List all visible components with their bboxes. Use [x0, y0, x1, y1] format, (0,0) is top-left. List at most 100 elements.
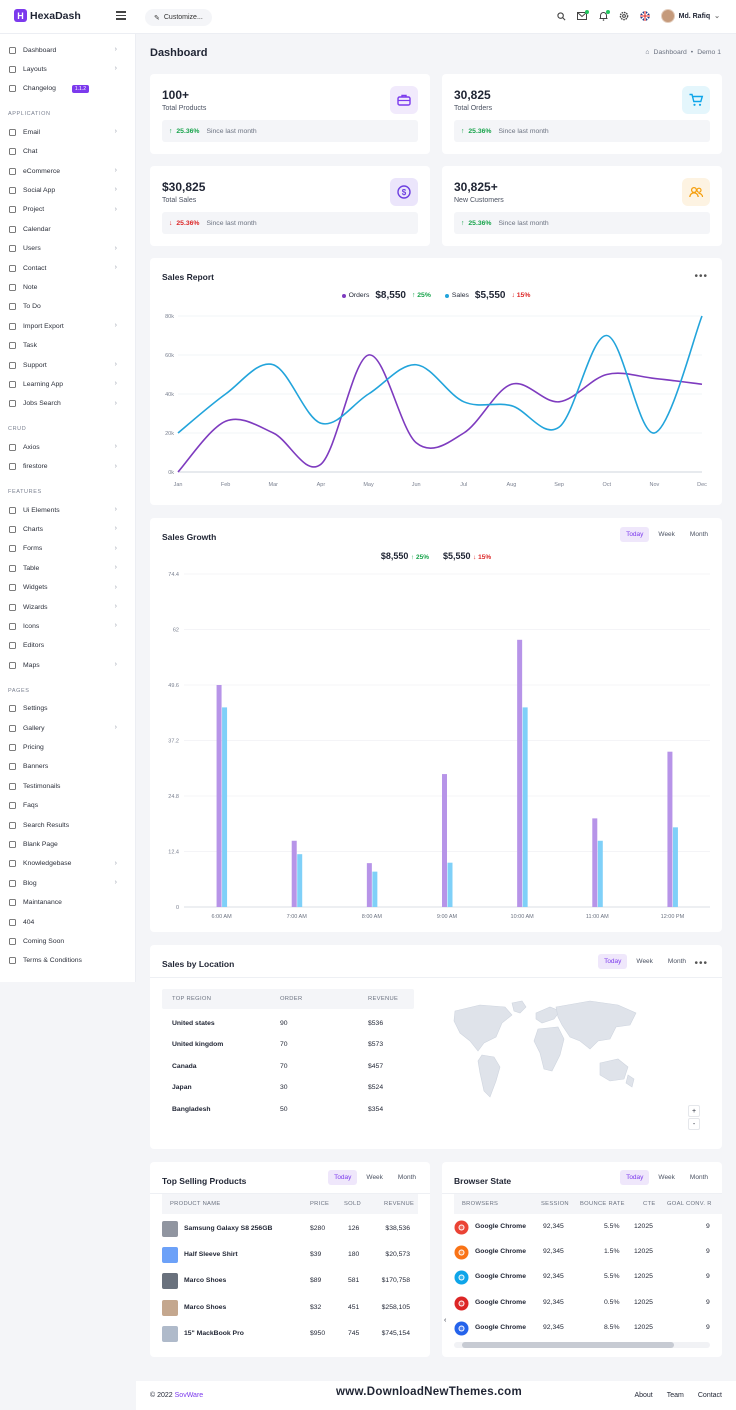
table-row[interactable]: Japan 30 $524	[162, 1081, 414, 1099]
sidebar-item-changelog[interactable]: Changelog 1.1.2	[0, 82, 136, 96]
sidebar-item-blog[interactable]: Blog ›	[0, 876, 136, 890]
sidebar-item-calendar[interactable]: Calendar	[0, 222, 136, 236]
tab-month[interactable]: Month	[397, 1174, 416, 1181]
sidebar-item-404[interactable]: 404	[0, 915, 136, 929]
sidebar-item-support[interactable]: Support ›	[0, 358, 136, 372]
sidebar-item-terms-conditions[interactable]: Terms & Conditions	[0, 954, 136, 968]
sidebar-item-charts[interactable]: Charts ›	[0, 522, 136, 536]
sidebar-item-label: Editors	[23, 642, 45, 650]
zoom-in-button[interactable]: +	[688, 1105, 700, 1117]
sidebar-item-banners[interactable]: Banners	[0, 760, 136, 774]
sidebar-item-settings[interactable]: Settings	[0, 702, 136, 716]
tab-today[interactable]: Today	[598, 954, 628, 969]
sidebar-item-maps[interactable]: Maps ›	[0, 658, 136, 672]
sidebar-item-widgets[interactable]: Widgets ›	[0, 581, 136, 595]
sidebar-item-ui-elements[interactable]: Ui Elements ›	[0, 503, 136, 517]
sidebar-item-to-do[interactable]: To Do	[0, 300, 136, 314]
table-row[interactable]: Google Chrome 92,345 0.5% 12025 9	[454, 1295, 722, 1313]
tab-month[interactable]: Month	[689, 1174, 708, 1181]
sidebar-item-ecommerce[interactable]: eCommerce ›	[0, 164, 136, 178]
footer-link-contact[interactable]: Contact	[697, 1392, 722, 1399]
sidebar-item-learning-app[interactable]: Learning App ›	[0, 377, 136, 391]
sidebar-item-social-app[interactable]: Social App ›	[0, 183, 136, 197]
more-icon[interactable]: •••	[694, 958, 708, 969]
sidebar-item-chat[interactable]: Chat	[0, 145, 136, 159]
tab-week[interactable]: Week	[658, 1174, 675, 1181]
sidebar-item-coming-soon[interactable]: Coming Soon	[0, 934, 136, 948]
tab-today[interactable]: Today	[328, 1170, 358, 1185]
tab-today[interactable]: Today	[620, 527, 650, 542]
table-row[interactable]: Google Chrome 92,345 5.5% 12025 9	[454, 1269, 722, 1287]
y-tick-label: 0	[176, 905, 179, 911]
bell-icon[interactable]	[598, 9, 610, 22]
table-row[interactable]: Samsung Galaxy S8 256GB $280 126 $38,536	[162, 1219, 418, 1239]
sidebar-item-axios[interactable]: Axios ›	[0, 440, 136, 454]
tab-month[interactable]: Month	[689, 531, 708, 538]
sidebar-item-forms[interactable]: Forms ›	[0, 542, 136, 556]
sidebar-item-testimonails[interactable]: Testimonails	[0, 779, 136, 793]
table-row[interactable]: United kingdom 70 $573	[162, 1038, 414, 1056]
sidebar-item-email[interactable]: Email ›	[0, 125, 136, 139]
sidebar-item-gallery[interactable]: Gallery ›	[0, 721, 136, 735]
footer-link-about[interactable]: About	[634, 1392, 653, 1399]
browser-state-tabs: Today Week Month	[620, 1170, 714, 1185]
sidebar-item-editors[interactable]: Editors	[0, 639, 136, 653]
sidebar-item-users[interactable]: Users ›	[0, 242, 136, 256]
tab-today[interactable]: Today	[620, 1170, 650, 1185]
browser-table: BROWSERS SESSION BOUNCE RATE CTE GOAL CONV. …	[454, 1194, 722, 1342]
breadcrumb-item-dashboard[interactable]: Dashboard	[653, 49, 687, 56]
more-icon[interactable]: •••	[694, 271, 708, 282]
footer-link-team[interactable]: Team	[666, 1392, 684, 1399]
table-row[interactable]: Marco Shoes $89 581 $170,758	[162, 1271, 418, 1291]
table-row[interactable]: United states 90 $536	[162, 1017, 414, 1035]
scroll-left-arrow[interactable]: ‹	[444, 1317, 447, 1324]
table-row[interactable]: Google Chrome 92,345 5.5% 12025 9	[454, 1219, 722, 1237]
chevron-right-icon: ›	[114, 661, 117, 669]
tab-month[interactable]: Month	[667, 958, 686, 965]
sidebar-item-blank-page[interactable]: Blank Page	[0, 837, 136, 851]
sidebar-item-layouts[interactable]: Layouts ›	[0, 62, 136, 76]
sidebar-item-task[interactable]: Task	[0, 339, 136, 353]
sidebar-item-jobs-search[interactable]: Jobs Search ›	[0, 397, 136, 411]
footer-brand[interactable]: SovWare	[174, 1392, 204, 1399]
gear-icon[interactable]	[619, 11, 630, 22]
table-row[interactable]: Bangladesh 50 $354	[162, 1103, 414, 1121]
widgets-icon	[8, 584, 16, 592]
mail-icon[interactable]	[577, 9, 589, 22]
sidebar-item-search-results[interactable]: Search Results	[0, 818, 136, 832]
flag-icon[interactable]	[640, 11, 651, 22]
legend-item-orders[interactable]: Orders $8,550 ↑ 25%	[341, 290, 431, 301]
sidebar-item-note[interactable]: Note	[0, 280, 136, 294]
table-row[interactable]: 15" MackBook Pro $950 745 $745,154	[162, 1324, 418, 1344]
sidebar-item-contact[interactable]: Contact ›	[0, 261, 136, 275]
table-row[interactable]: Canada 70 $457	[162, 1060, 414, 1078]
table-row[interactable]: Google Chrome 92,345 8.5% 12025 9	[454, 1320, 722, 1338]
sidebar-item-icons[interactable]: Icons ›	[0, 619, 136, 633]
logo[interactable]: H HexaDash	[14, 9, 81, 22]
customize-button[interactable]: ✎ Customize...	[145, 9, 212, 26]
menu-toggle-icon[interactable]	[116, 11, 126, 20]
sidebar-item-pricing[interactable]: Pricing	[0, 740, 136, 754]
search-icon[interactable]	[556, 11, 567, 22]
sidebar-item-wizards[interactable]: Wizards ›	[0, 600, 136, 614]
tab-week[interactable]: Week	[636, 958, 653, 965]
sidebar-item-faqs[interactable]: Faqs	[0, 799, 136, 813]
sidebar-item-table[interactable]: Table ›	[0, 561, 136, 575]
zoom-out-button[interactable]: -	[688, 1118, 700, 1130]
sidebar-item-dashboard[interactable]: Dashboard ›	[0, 43, 136, 57]
table-row[interactable]: Marco Shoes $32 451 $258,105	[162, 1298, 418, 1318]
tab-week[interactable]: Week	[658, 531, 675, 538]
sidebar-item-import-export[interactable]: Import Export ›	[0, 319, 136, 333]
scrollbar-thumb[interactable]	[462, 1342, 674, 1348]
horizontal-scrollbar[interactable]	[454, 1342, 710, 1348]
home-icon[interactable]: ⌂	[645, 49, 650, 56]
sidebar-item-maintanance[interactable]: Maintanance	[0, 896, 136, 910]
legend-item-sales[interactable]: Sales $5,550 ↓ 15%	[444, 290, 530, 301]
sidebar-item-project[interactable]: Project ›	[0, 203, 136, 217]
table-row[interactable]: Half Sleeve Shirt $39 180 $20,573	[162, 1245, 418, 1265]
tab-week[interactable]: Week	[366, 1174, 383, 1181]
user-menu[interactable]: Md. Rafiq ⌄	[660, 9, 720, 23]
sidebar-item-knowledgebase[interactable]: Knowledgebase ›	[0, 857, 136, 871]
table-row[interactable]: Google Chrome 92,345 1.5% 12025 9	[454, 1244, 722, 1262]
sidebar-item-firestore[interactable]: firestore ›	[0, 460, 136, 474]
